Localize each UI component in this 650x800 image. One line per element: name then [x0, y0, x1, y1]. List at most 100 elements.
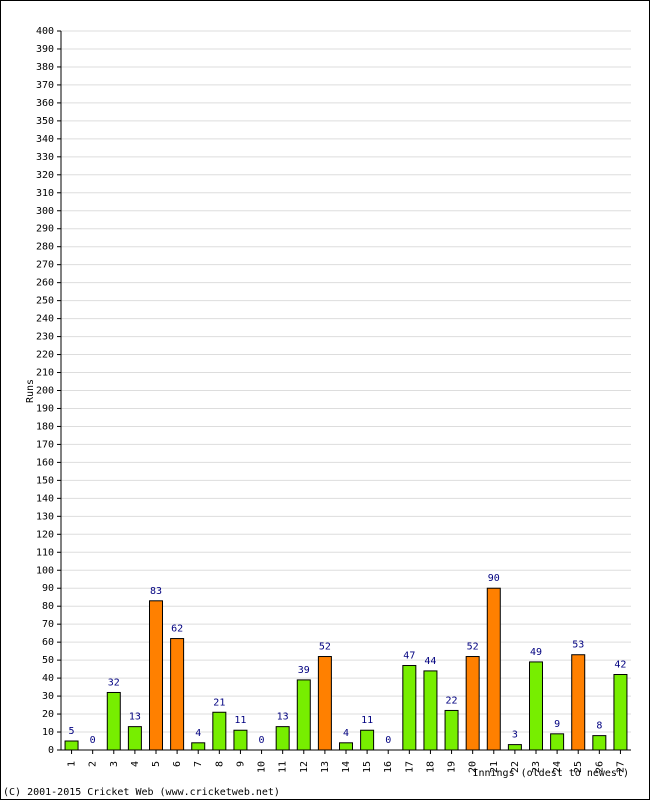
value-label: 0 — [90, 735, 96, 746]
y-tick-label: 310 — [36, 188, 54, 199]
bar — [465, 656, 480, 751]
x-axis-label: Innings (oldest to newest) — [472, 768, 629, 779]
bar — [275, 726, 290, 751]
bar — [212, 711, 227, 751]
y-tick-label: 190 — [36, 403, 54, 414]
bar — [529, 661, 543, 751]
value-label: 0 — [385, 735, 391, 746]
value-label: 4 — [343, 728, 349, 739]
y-tick-label: 260 — [36, 278, 54, 289]
bar — [550, 733, 565, 751]
x-tick-label: 13 — [320, 761, 331, 773]
bar — [233, 729, 248, 751]
y-tick-label: 340 — [36, 134, 54, 145]
x-tick-label: 21 — [489, 761, 500, 773]
y-tick-label: 380 — [36, 62, 54, 73]
y-tick-label: 300 — [36, 206, 54, 217]
bar — [613, 674, 628, 751]
value-label: 42 — [614, 660, 626, 671]
y-tick-label: 70 — [42, 619, 54, 630]
y-tick-label: 280 — [36, 242, 54, 253]
x-tick-label: 23 — [531, 761, 542, 773]
x-tick-label: 12 — [299, 761, 310, 773]
y-tick-label: 210 — [36, 368, 54, 379]
value-label: 4 — [195, 728, 201, 739]
value-label: 47 — [403, 651, 415, 662]
bar — [423, 670, 438, 751]
y-axis-label: Runs — [25, 379, 36, 403]
y-tick-label: 100 — [36, 565, 54, 576]
value-label: 39 — [298, 665, 310, 676]
value-label: 11 — [361, 715, 373, 726]
y-tick-label: 170 — [36, 439, 54, 450]
x-tick-label: 3 — [109, 761, 120, 767]
y-tick-label: 150 — [36, 475, 54, 486]
value-label: 53 — [572, 640, 584, 651]
x-tick-label: 7 — [193, 761, 204, 767]
x-tick-label: 22 — [510, 761, 521, 773]
x-tick-label: 14 — [341, 761, 352, 773]
y-tick-label: 40 — [42, 673, 54, 684]
y-tick-label: 0 — [48, 745, 54, 756]
footer: (C) 2001-2015 Cricket Web (www.cricketwe… — [3, 787, 280, 798]
y-tick-label: 10 — [42, 727, 54, 738]
bar — [64, 740, 79, 751]
bar — [106, 691, 121, 751]
value-label: 90 — [488, 573, 500, 584]
x-tick-label: 24 — [552, 761, 563, 773]
value-label: 22 — [446, 695, 458, 706]
bar — [191, 742, 206, 751]
bar — [339, 742, 353, 751]
y-tick-label: 220 — [36, 350, 54, 361]
bar — [170, 638, 185, 751]
y-tick-label: 200 — [36, 386, 54, 397]
x-tick-label: 26 — [594, 761, 605, 773]
y-tick-label: 320 — [36, 170, 54, 181]
bar — [360, 729, 375, 751]
y-tick-label: 290 — [36, 224, 54, 235]
x-tick-label: 6 — [172, 761, 183, 767]
x-tick-label: 10 — [257, 761, 268, 773]
x-tick-label: 1 — [67, 761, 78, 767]
x-tick-label: 25 — [573, 761, 584, 773]
x-tick-label: 11 — [278, 761, 289, 773]
y-tick-label: 60 — [42, 637, 54, 648]
bar — [486, 587, 501, 751]
x-tick-label: 8 — [214, 761, 225, 767]
x-tick-label: 17 — [404, 761, 415, 773]
bar — [592, 735, 607, 751]
y-tick-label: 360 — [36, 98, 54, 109]
value-label: 21 — [213, 697, 225, 708]
y-tick-label: 30 — [42, 691, 54, 702]
bar — [402, 665, 417, 751]
value-label: 44 — [424, 656, 436, 667]
bar — [444, 709, 459, 751]
value-label: 5 — [69, 726, 75, 737]
value-label: 13 — [277, 712, 289, 723]
x-tick-label: 18 — [425, 761, 436, 773]
bar — [317, 656, 332, 751]
value-label: 52 — [467, 642, 479, 653]
y-tick-label: 120 — [36, 529, 54, 540]
y-tick-label: 130 — [36, 511, 54, 522]
x-tick-label: 15 — [362, 761, 373, 773]
value-label: 0 — [259, 735, 265, 746]
x-tick-label: 16 — [383, 761, 394, 773]
value-label: 52 — [319, 642, 331, 653]
y-tick-label: 400 — [36, 26, 54, 37]
y-tick-label: 160 — [36, 457, 54, 468]
bar — [127, 726, 142, 751]
x-tick-label: 4 — [130, 761, 141, 767]
value-label: 62 — [171, 624, 183, 635]
value-label: 49 — [530, 647, 542, 658]
y-tick-label: 80 — [42, 601, 54, 612]
bar — [149, 600, 163, 751]
y-tick-label: 90 — [42, 583, 54, 594]
bar — [571, 654, 586, 751]
x-tick-label: 2 — [88, 761, 99, 767]
x-tick-label: 5 — [151, 761, 162, 767]
x-tick-label: 9 — [235, 761, 246, 767]
x-tick-label: 20 — [468, 761, 479, 773]
